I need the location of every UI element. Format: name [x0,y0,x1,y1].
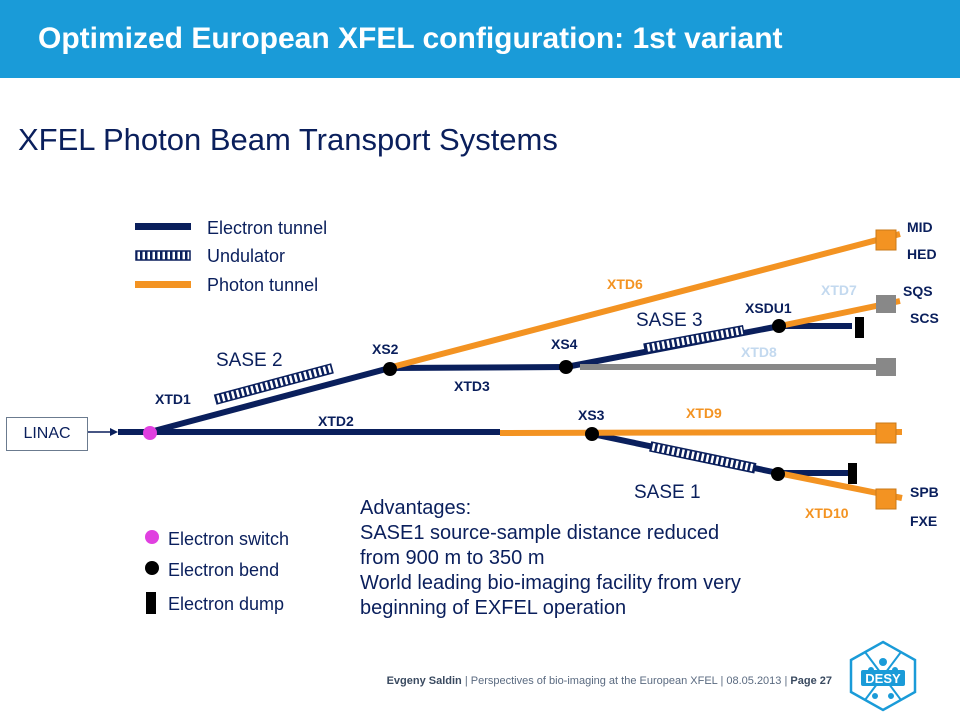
footer: Evgeny Saldin | Perspectives of bio-imag… [387,675,832,687]
endstation-xtd9 [875,422,897,444]
slide-subtitle: XFEL Photon Beam Transport Systems [18,122,558,157]
legend-undulator-swatch [135,250,191,261]
endstation-xtd8 [876,358,896,376]
footer-talk-title: Perspectives of bio-imaging at the Europ… [470,675,718,687]
desy-logo-text: DESY [865,671,901,686]
legend-electron-bend-symbol [145,561,159,575]
electron-switch [143,426,157,440]
advantages-text: Advantages: SASE1 source-sample distance… [360,496,830,621]
legend-electron-dump-label: Electron dump [168,594,284,614]
label-xtd6: XTD6 [607,276,643,292]
electron-tunnel-xtd3 [389,364,567,371]
label-sase3: SASE 3 [636,310,703,331]
electron-bend-sase1 [771,467,785,481]
endstation-sqs-scs [876,295,896,313]
linac-box: LINAC [6,417,88,451]
electron-bend-xs3 [585,427,599,441]
label-spb: SPB [910,484,939,500]
electron-bend-xs2 [383,362,397,376]
label-mid: MID [907,219,933,235]
label-xtd3: XTD3 [454,378,490,394]
electron-bend-xs4 [559,360,573,374]
legend-electron-switch-label: Electron switch [168,529,289,549]
legend-undulator-label: Undulator [207,246,285,266]
undulator-sase3 [643,324,745,354]
legend-photon-tunnel-swatch [135,281,191,288]
label-xtd7: XTD7 [821,282,857,298]
electron-bend-xsdu1 [772,319,786,333]
footer-separator: | [720,675,724,687]
label-xs2: XS2 [372,341,399,357]
legend-electron-tunnel-label: Electron tunnel [207,218,327,238]
legend-photon-tunnel-label: Photon tunnel [207,275,318,295]
advantages-line-2: from 900 m to 350 m [360,547,545,569]
endstation-spb-fxe [875,488,897,510]
label-xsdu1: XSDU1 [745,300,792,316]
photon-tunnel-xtd9 [499,429,903,436]
footer-date: 08.05.2013 [726,675,782,687]
undulator-sase2 [213,363,334,405]
footer-author: Evgeny Saldin [386,675,462,687]
label-sqs: SQS [903,283,933,299]
advantages-line-4: beginning of EXFEL operation [360,597,627,619]
electron-tunnel-xtd1 [149,365,391,435]
label-xtd9: XTD9 [686,405,722,421]
endstation-mid-hed [875,229,897,251]
label-fxe: FXE [910,513,937,529]
label-sase1: SASE 1 [634,482,701,503]
linac-arrowhead [110,428,118,436]
footer-page: Page 27 [790,675,832,687]
advantages-line-1: SASE1 source-sample distance reduced [360,522,720,544]
legend-electron-bend-label: Electron bend [168,560,279,580]
photon-tunnel-xtd6 [391,231,901,370]
label-scs: SCS [910,310,939,326]
electron-dump-sase3 [855,317,864,338]
legend-electron-dump-symbol [146,592,156,614]
undulator-sase1 [649,441,757,474]
label-xtd10: XTD10 [805,505,849,521]
legend-electron-switch-symbol [145,530,159,544]
advantages-line-3: World leading bio-imaging facility from … [360,572,741,594]
label-xtd8: XTD8 [741,344,777,360]
footer-separator: | [464,675,468,687]
electron-dump-sase1 [848,463,857,484]
label-hed: HED [907,246,937,262]
label-xtd2: XTD2 [318,413,354,429]
advantages-heading: Advantages: [360,497,472,519]
label-xs4: XS4 [551,336,578,352]
label-xs3: XS3 [578,407,605,423]
slide-title: Optimized European XFEL configuration: 1… [38,22,783,55]
label-sase2: SASE 2 [216,350,283,371]
header-bar: Optimized European XFEL configuration: 1… [0,0,960,78]
desy-logo-icon: DESY [849,640,917,712]
legend-electron-tunnel-swatch [135,223,191,230]
footer-separator: | [784,675,788,687]
label-xtd1: XTD1 [155,391,191,407]
